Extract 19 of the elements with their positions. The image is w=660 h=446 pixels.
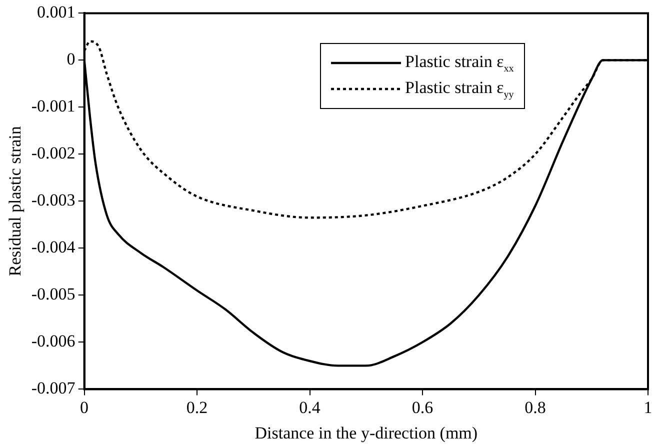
y-tick-label: -0.003 [31, 190, 76, 210]
y-tick-label: -0.001 [31, 96, 76, 116]
y-tick-label: 0 [66, 50, 76, 69]
x-tick-label: 0.6 [412, 398, 434, 417]
y-axis-title: Residual plastic strain [6, 126, 25, 276]
x-tick-label: 1 [644, 398, 652, 417]
legend-label: Plastic strain ε$_{yy}$ [405, 78, 514, 100]
x-tick-label: 0 [80, 398, 89, 417]
y-tick-label: 0.001 [37, 2, 76, 22]
y-tick-label: -0.002 [31, 144, 76, 163]
y-tick-label: -0.006 [31, 332, 76, 351]
x-tick-label: 0.8 [524, 398, 546, 417]
x-tick-label: 0.4 [299, 398, 321, 417]
y-tick-label: -0.005 [31, 284, 76, 304]
y-tick-label: -0.007 [31, 378, 76, 398]
x-axis-title: Distance in the y-direction (mm) [254, 423, 478, 442]
legend-label: Plastic strain ε$_{xx}$ [405, 52, 514, 74]
x-tick-label: 0.2 [186, 398, 208, 417]
y-tick-label: -0.004 [31, 238, 76, 257]
